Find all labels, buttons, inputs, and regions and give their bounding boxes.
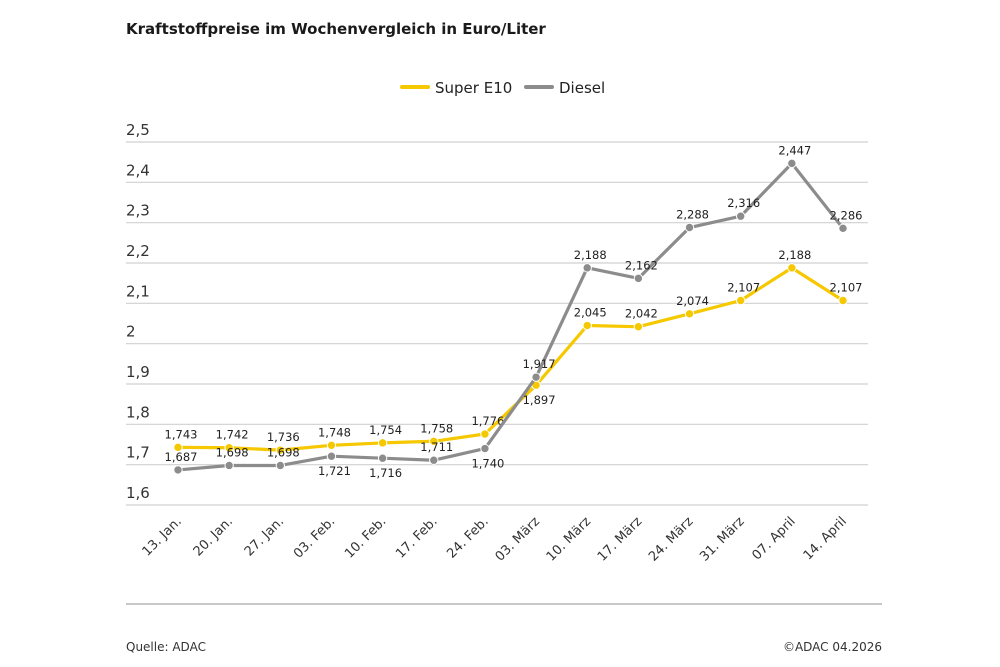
divider bbox=[126, 603, 882, 605]
data-point bbox=[838, 295, 848, 306]
x-tick-label: 20. Jan. bbox=[191, 514, 236, 559]
data-label: 1,721 bbox=[318, 464, 351, 478]
data-label: 2,045 bbox=[574, 306, 607, 320]
x-tick-label: 10. März bbox=[544, 514, 594, 564]
data-label: 1,687 bbox=[165, 450, 198, 464]
data-point bbox=[582, 263, 592, 273]
y-tick-label: 2,3 bbox=[126, 202, 150, 220]
data-label: 2,447 bbox=[778, 143, 811, 157]
data-point bbox=[173, 465, 183, 475]
data-point bbox=[377, 453, 388, 463]
x-tick-label: 24. März bbox=[646, 514, 696, 564]
data-point bbox=[633, 273, 644, 284]
copyright-note: ©ADAC 04.2026 bbox=[782, 640, 882, 654]
x-tick-label: 14. April bbox=[801, 514, 850, 563]
data-label: 1,776 bbox=[471, 414, 504, 428]
data-label: 1,698 bbox=[216, 445, 249, 459]
data-label: 1,716 bbox=[369, 466, 402, 480]
chart-title: Kraftstoffpreise im Wochenvergleich in E… bbox=[126, 20, 546, 38]
data-label: 2,286 bbox=[830, 208, 863, 222]
y-tick-label: 2,5 bbox=[126, 121, 150, 139]
legend-label: Super E10 bbox=[435, 79, 512, 97]
data-label: 1,897 bbox=[523, 393, 556, 407]
data-label: 1,740 bbox=[471, 457, 504, 471]
y-tick-label: 1,9 bbox=[126, 363, 150, 381]
x-tick-label: 24. Feb. bbox=[444, 514, 491, 561]
x-tick-label: 03. Feb. bbox=[291, 514, 338, 561]
data-label: 2,188 bbox=[778, 248, 811, 262]
data-point bbox=[429, 436, 439, 446]
data-label: 2,107 bbox=[830, 281, 863, 295]
data-label: 2,162 bbox=[625, 258, 658, 272]
data-label: 1,711 bbox=[420, 440, 453, 454]
data-label: 2,188 bbox=[574, 248, 607, 262]
data-point bbox=[787, 158, 797, 169]
data-point bbox=[582, 320, 592, 331]
data-point bbox=[326, 440, 337, 451]
data-label: 2,107 bbox=[727, 281, 760, 295]
data-point bbox=[735, 211, 746, 221]
data-label: 1,698 bbox=[267, 445, 300, 459]
y-tick-label: 1,8 bbox=[126, 403, 150, 421]
x-tick-label: 13. Jan. bbox=[140, 514, 185, 559]
data-label: 2,288 bbox=[676, 208, 709, 222]
source-note: Quelle: ADAC bbox=[126, 640, 206, 654]
data-point bbox=[838, 223, 848, 234]
x-tick-label: 31. März bbox=[697, 514, 747, 564]
data-point bbox=[684, 309, 695, 319]
data-point bbox=[787, 263, 797, 273]
x-tick-label: 03. März bbox=[493, 514, 543, 564]
legend-label: Diesel bbox=[559, 79, 605, 97]
data-point bbox=[531, 372, 541, 382]
data-point bbox=[377, 438, 388, 448]
data-label: 2,074 bbox=[676, 294, 709, 308]
data-label: 2,042 bbox=[625, 307, 658, 321]
data-point bbox=[480, 429, 490, 439]
x-tick-label: 17. Feb. bbox=[393, 514, 440, 561]
data-point bbox=[735, 295, 746, 306]
y-tick-label: 1,6 bbox=[126, 484, 150, 502]
x-tick-label: 17. März bbox=[595, 514, 645, 564]
data-point bbox=[224, 460, 234, 471]
data-point bbox=[684, 222, 695, 233]
data-point bbox=[480, 443, 490, 454]
data-label: 1,748 bbox=[318, 425, 351, 439]
data-point bbox=[429, 455, 439, 465]
x-tick-label: 27. Jan. bbox=[242, 514, 287, 559]
data-point bbox=[275, 445, 286, 455]
data-point bbox=[224, 443, 234, 453]
data-label: 1,754 bbox=[369, 423, 402, 437]
data-point bbox=[326, 451, 337, 461]
y-tick-label: 2,2 bbox=[126, 242, 150, 260]
data-label: 1,736 bbox=[267, 430, 300, 444]
y-tick-label: 2,4 bbox=[126, 161, 150, 179]
x-tick-label: 10. Feb. bbox=[342, 514, 389, 561]
y-tick-label: 1,7 bbox=[126, 444, 150, 462]
data-point bbox=[275, 460, 286, 471]
y-tick-label: 2,1 bbox=[126, 282, 150, 300]
data-label: 1,917 bbox=[523, 357, 556, 371]
data-label: 1,743 bbox=[165, 427, 198, 441]
y-tick-label: 2 bbox=[126, 323, 136, 341]
series-line-super-e10 bbox=[177, 266, 844, 452]
data-label: 1,742 bbox=[216, 428, 249, 442]
data-label: 2,316 bbox=[727, 196, 760, 210]
data-label: 1,758 bbox=[420, 421, 453, 435]
series-line-diesel bbox=[177, 161, 845, 472]
x-tick-label: 07. April bbox=[750, 514, 799, 563]
data-point bbox=[173, 442, 183, 453]
data-point bbox=[633, 322, 644, 332]
